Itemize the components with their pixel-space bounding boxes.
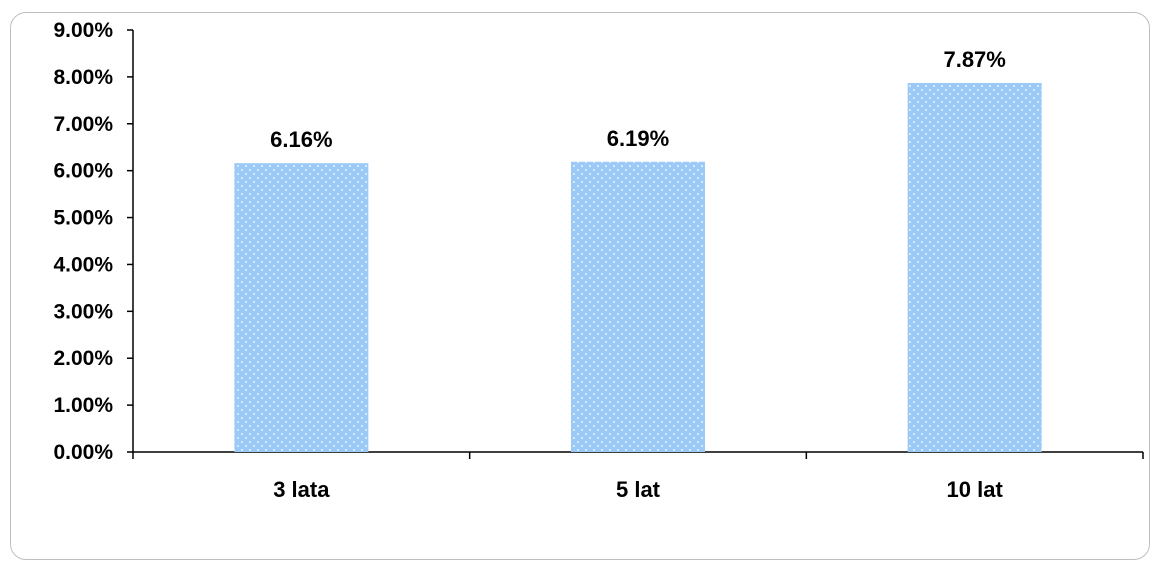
category-label: 3 lata xyxy=(273,477,330,502)
category-label: 10 lat xyxy=(947,477,1004,502)
y-tick-label: 2.00% xyxy=(53,347,113,370)
y-tick-label: 8.00% xyxy=(53,66,113,89)
bars xyxy=(234,82,1042,453)
y-tick-label: 9.00% xyxy=(53,19,113,42)
y-tick-label: 3.00% xyxy=(53,300,113,323)
bar xyxy=(907,82,1042,453)
y-tick-label: 0.00% xyxy=(53,441,113,464)
data-label: 7.87% xyxy=(943,47,1005,72)
data-label: 6.19% xyxy=(607,126,669,151)
bar xyxy=(234,163,369,453)
bar xyxy=(571,161,705,452)
y-tick-label: 4.00% xyxy=(53,253,113,276)
y-tick-label: 7.00% xyxy=(53,113,113,136)
y-tick-label: 6.00% xyxy=(53,160,113,183)
y-tick-label: 5.00% xyxy=(53,207,113,230)
labels: 0.00% 1.00% 2.00% 3.00% 4.00% 5.00% 6.00% 7.00%… xyxy=(53,19,1005,502)
category-label: 5 lat xyxy=(616,477,661,502)
y-tick-label: 1.00% xyxy=(53,394,113,417)
data-label: 6.16% xyxy=(270,127,332,152)
